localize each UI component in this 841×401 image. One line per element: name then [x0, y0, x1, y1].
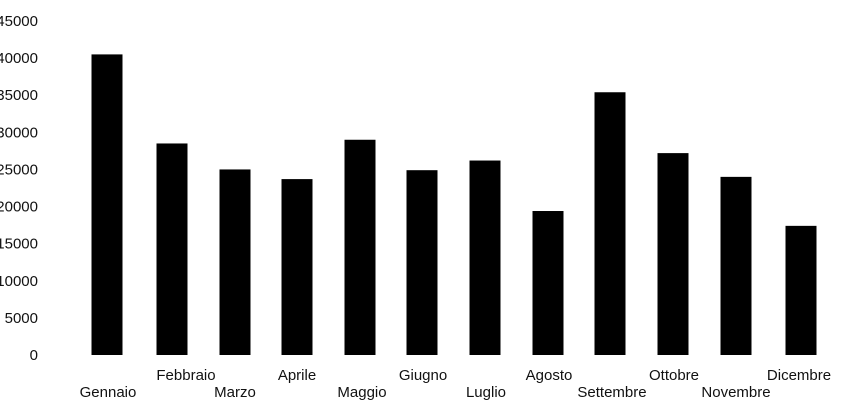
- x-tick-label-gennaio: Gennaio: [80, 384, 137, 401]
- x-tick-label-aprile: Aprile: [278, 367, 316, 384]
- y-tick-label: 35000: [0, 87, 38, 104]
- bar-luglio: [469, 160, 501, 355]
- y-axis: 0 5000 10000 15000 20000 25000 30000 35000 40000…: [0, 13, 38, 364]
- y-tick-label: 10000: [0, 273, 38, 290]
- x-tick-label-agosto: Agosto: [526, 367, 573, 384]
- x-tick-label-marzo: Marzo: [214, 384, 256, 401]
- x-tick-label-novembre: Novembre: [701, 384, 770, 401]
- bar-gennaio: [91, 54, 123, 356]
- bar-aprile: [281, 179, 313, 355]
- x-tick-label-luglio: Luglio: [466, 384, 506, 401]
- bar-settembre: [594, 92, 626, 356]
- bar-maggio: [344, 139, 376, 355]
- bar-febbraio: [156, 143, 188, 355]
- x-tick-label-febbraio: Febbraio: [156, 367, 215, 384]
- x-tick-label-settembre: Settembre: [577, 384, 646, 401]
- y-tick-label: 5000: [5, 310, 38, 327]
- bar-novembre: [720, 176, 752, 355]
- x-tick-label-maggio: Maggio: [337, 384, 386, 401]
- bar-ottobre: [657, 153, 689, 355]
- bar-dicembre: [785, 225, 817, 355]
- y-tick-label: 30000: [0, 124, 38, 141]
- bar-giugno: [406, 170, 438, 355]
- y-tick-label: 0: [30, 347, 38, 364]
- bar-marzo: [219, 169, 251, 355]
- x-tick-label-giugno: Giugno: [399, 367, 447, 384]
- y-tick-label: 15000: [0, 236, 38, 253]
- y-tick-label: 25000: [0, 161, 38, 178]
- x-tick-label-dicembre: Dicembre: [767, 367, 831, 384]
- bar-agosto: [532, 211, 564, 355]
- bars: [91, 54, 817, 356]
- y-tick-label: 20000: [0, 199, 38, 216]
- x-tick-label-ottobre: Ottobre: [649, 367, 699, 384]
- y-tick-label: 40000: [0, 50, 38, 67]
- y-tick-label: 45000: [0, 13, 38, 30]
